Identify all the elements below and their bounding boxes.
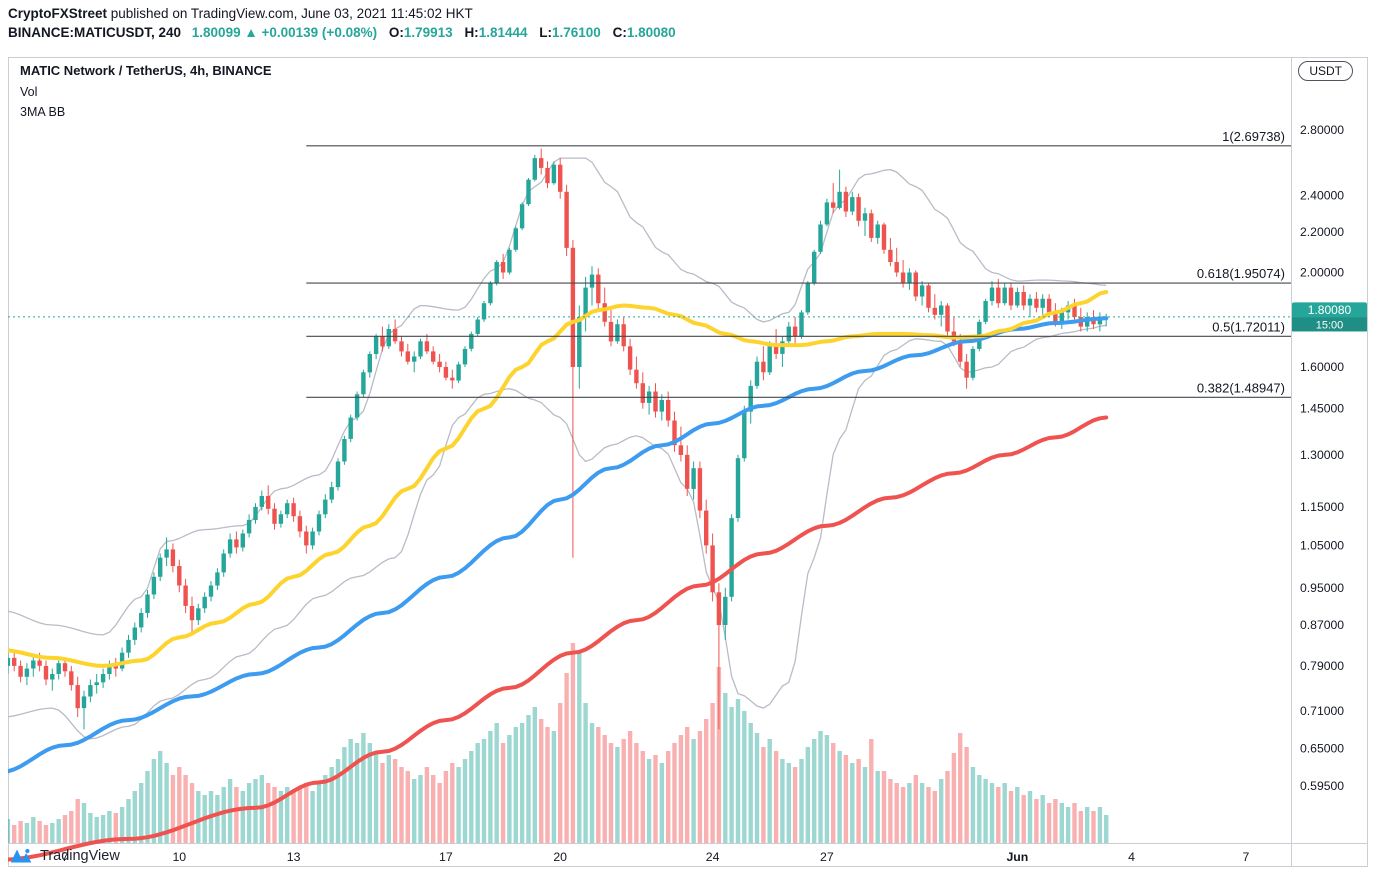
close-value: 1.80080 <box>626 25 676 40</box>
svg-text:15:00: 15:00 <box>1316 319 1344 331</box>
tradingview-brand-text: TradingView <box>40 847 120 864</box>
chart-borders <box>8 57 1368 867</box>
ma-mid-line <box>0 316 1109 774</box>
svg-text:0.382(1.48947): 0.382(1.48947) <box>1197 380 1285 395</box>
chart-legend: MATIC Network / TetherUS, 4h, BINANCE Vo… <box>20 63 272 125</box>
byline: CryptoFXStreet published on TradingView.… <box>8 6 473 21</box>
high-label: H: <box>464 25 479 40</box>
svg-text:0.618(1.95074): 0.618(1.95074) <box>1197 266 1285 281</box>
symbol-label[interactable]: BINANCE:MATICUSDT, 240 <box>8 25 182 40</box>
footer-brand[interactable]: TradingView <box>10 847 120 864</box>
price-change: +0.00139 (+0.08%) <box>261 25 378 40</box>
up-arrow-icon: ▲ <box>244 25 258 40</box>
byline-author: CryptoFXStreet <box>8 6 108 21</box>
svg-text:0.5(1.72011): 0.5(1.72011) <box>1212 319 1285 334</box>
svg-text:13: 13 <box>287 850 301 864</box>
tradingview-logo-icon <box>10 848 32 863</box>
svg-text:2.00000: 2.00000 <box>1300 266 1344 280</box>
svg-text:0.71000: 0.71000 <box>1300 704 1344 718</box>
svg-text:2.40000: 2.40000 <box>1300 188 1344 202</box>
svg-text:20: 20 <box>553 850 567 864</box>
candles <box>0 148 1109 730</box>
chart-frame: 1(2.69738) 0.618(1.95074) 0.5(1.72011) 0.38… <box>0 57 1368 867</box>
low-value: 1.76100 <box>552 25 601 40</box>
chart-title[interactable]: MATIC Network / TetherUS, 4h, BINANCE <box>20 63 272 78</box>
svg-text:4: 4 <box>1128 850 1135 864</box>
price-scale-unit-button[interactable]: USDT <box>1298 61 1353 81</box>
svg-text:2.20000: 2.20000 <box>1300 225 1344 239</box>
svg-text:7: 7 <box>1242 850 1249 864</box>
bollinger-bands <box>1 157 1107 740</box>
svg-text:24: 24 <box>706 850 720 864</box>
svg-text:17: 17 <box>439 850 453 864</box>
svg-text:1.30000: 1.30000 <box>1300 448 1344 462</box>
svg-text:1.60000: 1.60000 <box>1300 360 1344 374</box>
ma-fast-line <box>0 290 1109 668</box>
time-axis[interactable]: 7 10 13 17 20 24 27 Jun 4 7 <box>62 850 1250 864</box>
chart-canvas[interactable]: 1(2.69738) 0.618(1.95074) 0.5(1.72011) 0.38… <box>0 57 1368 867</box>
quote-line: BINANCE:MATICUSDT, 240 1.80099 ▲ +0.0013… <box>8 25 676 40</box>
svg-text:Jun: Jun <box>1006 850 1028 864</box>
svg-text:2.80000: 2.80000 <box>1300 123 1344 137</box>
high-value: 1.81444 <box>478 25 528 40</box>
legend-ma-bb-label[interactable]: 3MA BB <box>20 105 66 119</box>
fib-retracement-levels[interactable]: 1(2.69738) 0.618(1.95074) 0.5(1.72011) 0.38… <box>306 129 1291 398</box>
byline-text: published on TradingView.com, June 03, 2… <box>107 6 473 21</box>
svg-text:7: 7 <box>62 850 69 864</box>
legend-volume-label[interactable]: Vol <box>20 85 38 99</box>
low-label: L: <box>539 25 553 40</box>
svg-text:0.87000: 0.87000 <box>1300 618 1344 632</box>
svg-text:0.65000: 0.65000 <box>1300 742 1344 756</box>
svg-text:1(2.69738): 1(2.69738) <box>1222 129 1285 144</box>
svg-text:1.45000: 1.45000 <box>1300 402 1344 416</box>
last-price: 1.80099 <box>191 25 241 40</box>
svg-text:1.15000: 1.15000 <box>1300 500 1344 514</box>
current-price-badge: 1.80080 15:00 <box>1292 302 1367 332</box>
open-value: 1.79913 <box>403 25 453 40</box>
price-axis[interactable]: 2.800002.400002.200002.000001.800001.600… <box>1300 123 1344 793</box>
svg-text:1.05000: 1.05000 <box>1300 538 1344 552</box>
open-label: O: <box>388 25 404 40</box>
svg-text:10: 10 <box>172 850 186 864</box>
close-label: C: <box>612 25 627 40</box>
volume-bars <box>0 643 1109 843</box>
svg-text:0.79000: 0.79000 <box>1300 659 1344 673</box>
svg-text:0.95000: 0.95000 <box>1300 581 1344 595</box>
svg-text:0.59500: 0.59500 <box>1300 779 1344 793</box>
svg-text:1.80080: 1.80080 <box>1308 303 1352 317</box>
ma-slow-line <box>0 415 1109 862</box>
svg-text:27: 27 <box>820 850 834 864</box>
